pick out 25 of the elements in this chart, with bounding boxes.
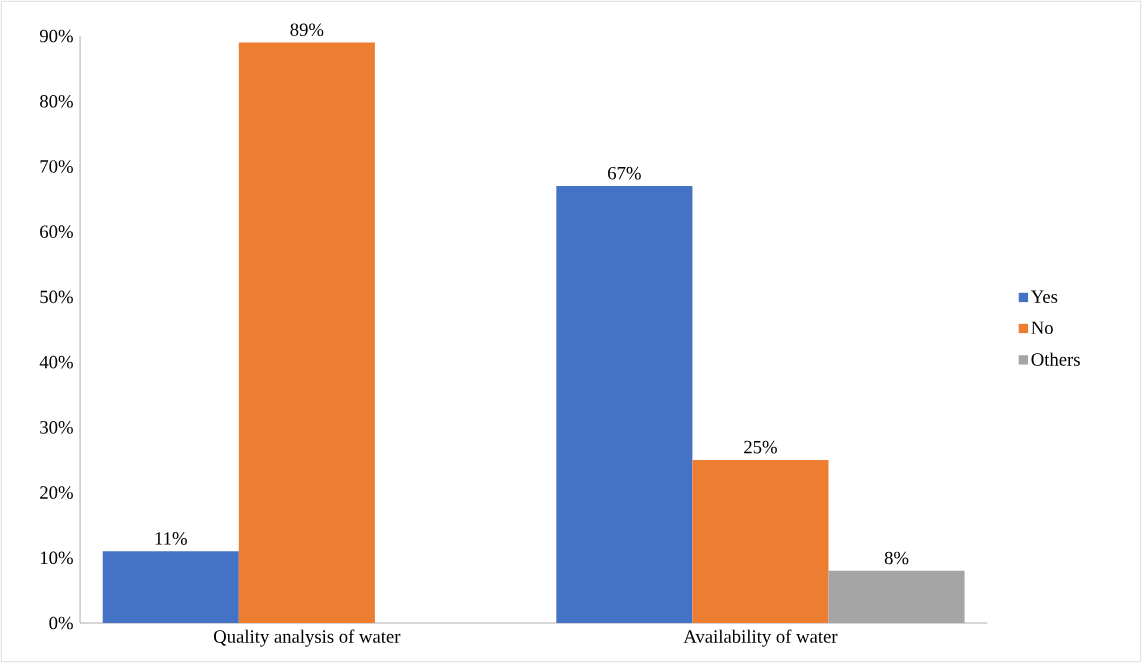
y-tick-label: 20% bbox=[40, 486, 73, 499]
data-label: 89% bbox=[290, 23, 324, 37]
data-label: 67% bbox=[608, 166, 641, 180]
y-tick-label: 10% bbox=[40, 551, 73, 565]
y-tick-label: 80% bbox=[40, 94, 73, 108]
y-tick-label: 40% bbox=[39, 355, 73, 369]
bar bbox=[238, 42, 375, 624]
bar bbox=[102, 551, 239, 624]
bar bbox=[828, 570, 965, 624]
y-tick-label: 0% bbox=[49, 616, 73, 630]
bar bbox=[692, 459, 829, 624]
data-label: 8% bbox=[884, 551, 909, 565]
y-tick-label: 70% bbox=[40, 160, 73, 173]
legend-label: No bbox=[1031, 321, 1053, 335]
data-label: 25% bbox=[744, 440, 777, 454]
legend-label: Yes bbox=[1030, 290, 1058, 303]
y-tick-label: 90% bbox=[39, 29, 73, 43]
x-tick-label: Availability of water bbox=[683, 629, 838, 647]
y-tick-label: 50% bbox=[40, 290, 73, 304]
bar bbox=[556, 186, 693, 624]
data-label: 11% bbox=[155, 532, 187, 545]
y-tick-label: 60% bbox=[40, 225, 73, 239]
legend-label: Others bbox=[1031, 352, 1080, 366]
y-tick-label: 30% bbox=[40, 421, 73, 434]
x-tick-label: Quality analysis of water bbox=[214, 629, 401, 647]
